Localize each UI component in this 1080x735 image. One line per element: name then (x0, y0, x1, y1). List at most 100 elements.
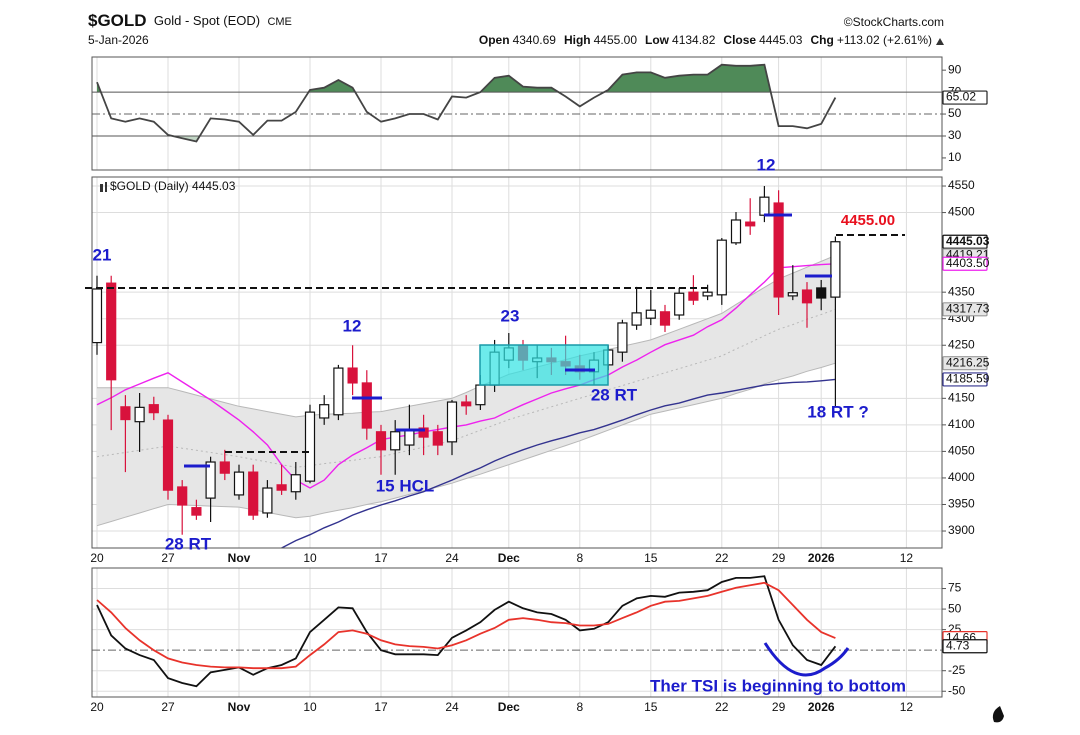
x-tick-label: 20 (90, 551, 104, 565)
candle-body (91, 288, 103, 344)
x-tick-label: Dec (498, 551, 520, 565)
value-tag (942, 90, 988, 105)
candle-body (716, 239, 727, 296)
stat-value: 4340.69 (513, 33, 557, 47)
moving-average (281, 378, 836, 548)
y-tick-label: 75 (948, 581, 962, 595)
annotation: 4455.00 (841, 212, 895, 229)
x-tick-label: 27 (161, 700, 175, 714)
candle-body (148, 404, 159, 414)
candle-body (248, 471, 259, 516)
value-tag (942, 356, 988, 371)
y-tick-label: 50 (948, 106, 962, 120)
annotation: Ther TSI is beginning to bottom (650, 676, 906, 695)
candle-body (645, 309, 656, 319)
candle-body (347, 367, 358, 384)
candle-body (262, 487, 273, 514)
change-arrow (936, 38, 944, 45)
y-tick-label: 10 (948, 150, 962, 164)
candle-body (106, 282, 117, 381)
candle-body (830, 241, 841, 298)
candle-body (233, 471, 245, 496)
candle-body (432, 431, 443, 446)
candle-body (319, 404, 330, 419)
candle-body (276, 484, 287, 491)
y-tick-label: 3900 (948, 523, 975, 537)
candle-body (730, 219, 742, 244)
band-area (97, 255, 836, 526)
candle-body (134, 406, 145, 423)
stat-label: High (564, 33, 591, 47)
indicator-line (96, 581, 836, 670)
x-tick-label: 27 (161, 551, 175, 565)
x-tick-label: 12 (900, 551, 914, 565)
x-tick-label: 2026 (808, 700, 835, 714)
value-tag (942, 256, 988, 271)
panel-border (91, 567, 943, 698)
overbought-fill (97, 64, 771, 93)
value-tag-label: 4216.25 (946, 355, 990, 369)
corner-mark (992, 706, 1004, 723)
value-tag-label: 4445.03 (946, 234, 990, 248)
candle-body (418, 427, 429, 438)
candle-body (404, 429, 415, 446)
annotation: 12 (757, 155, 776, 174)
stat-value: 4455.00 (594, 33, 638, 47)
x-tick-label: 22 (715, 551, 729, 565)
indicator-line (96, 575, 837, 688)
annotation: 28 RT (591, 385, 638, 404)
y-tick-label: 90 (948, 62, 962, 76)
stat-value: 4445.03 (759, 33, 803, 47)
value-tag-label: 65.02 (946, 90, 976, 104)
annotation: 23 (501, 306, 520, 325)
candle-body (219, 461, 230, 474)
candle-body (290, 474, 301, 493)
panel-border (91, 56, 943, 171)
candle-body (659, 311, 671, 326)
y-tick-label: 4350 (948, 284, 975, 298)
y-tick-label: -25 (948, 663, 966, 677)
x-tick-label: 17 (374, 700, 388, 714)
x-tick-label: 8 (576, 700, 583, 714)
candle-body (631, 312, 642, 326)
symbol: $GOLD (88, 11, 147, 30)
candle-body (688, 291, 699, 301)
annotation: 28 RT (165, 534, 212, 553)
candle-body (745, 221, 756, 227)
x-tick-label: 12 (900, 700, 914, 714)
x-tick-label: 10 (303, 700, 317, 714)
y-tick-label: -50 (948, 683, 966, 697)
panel-frame (92, 57, 942, 170)
y-tick-label: 4500 (948, 205, 975, 219)
stats: Open 4340.69 High 4455.00 Low 4134.82 Close 444… (479, 33, 932, 47)
candle-body (759, 196, 770, 216)
annotations: 21 28 RT 12 15 HCL 23 28 RT 12 4455.00 1… (85, 155, 1004, 723)
value-tag (942, 639, 988, 654)
annotation: 21 (93, 245, 112, 264)
x-tick-label: Nov (228, 551, 251, 565)
x-tick-label: 2026 (808, 551, 835, 565)
candle-body (702, 291, 713, 297)
band-lower (96, 362, 836, 527)
annotation-box (479, 344, 609, 386)
y-tick-label: 4150 (948, 390, 975, 404)
stat-label: Open (479, 33, 510, 47)
date: 5-Jan-2026 (88, 33, 149, 47)
exchange: CME (267, 16, 291, 28)
candle-body (361, 382, 372, 429)
y-tick-label: 50 (948, 601, 962, 615)
candle-body (816, 287, 827, 299)
legend: $GOLD (Daily) 4445.03 (110, 179, 236, 193)
candle-body (461, 401, 472, 407)
y-tick-label: 4100 (948, 417, 975, 431)
value-tag-label: 4403.50 (946, 256, 990, 270)
x-tick-label: Nov (228, 700, 251, 714)
candle-body (773, 202, 784, 298)
instrument-name: Gold - Spot (EOD) (154, 13, 260, 28)
stat-value: +113.02 (+2.61%) (837, 33, 932, 47)
x-tick-label: 24 (445, 551, 459, 565)
value-tag-label: 4185.59 (946, 372, 990, 386)
candle-body (446, 401, 458, 443)
chart-title: $GOLD Gold - Spot (EOD) CME (88, 11, 292, 30)
